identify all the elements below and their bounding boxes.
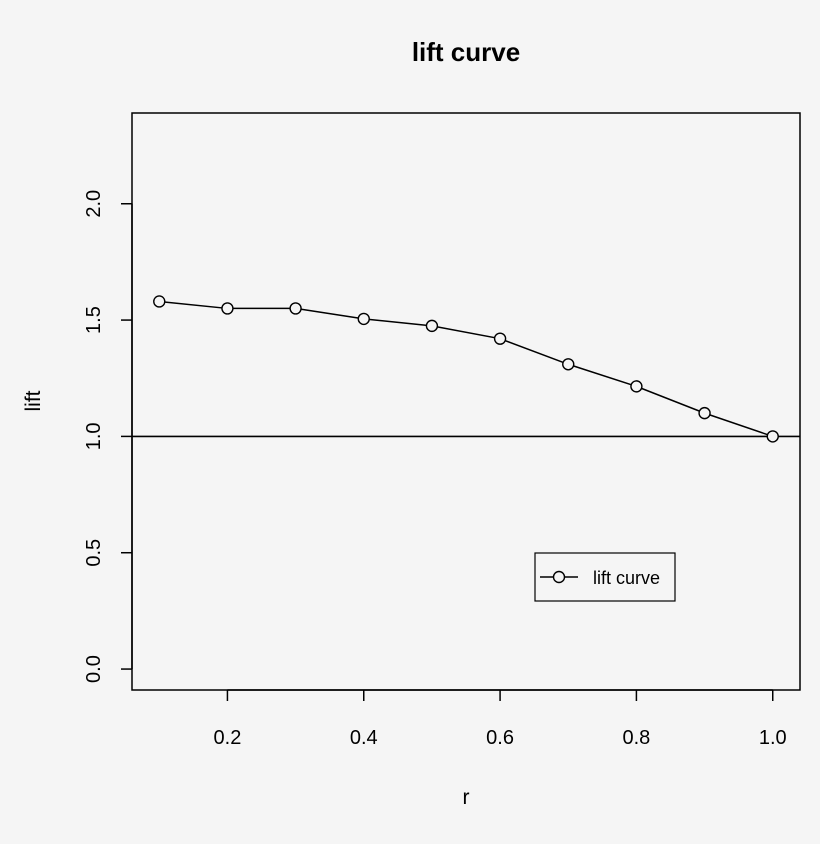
plot-frame	[131, 112, 801, 691]
chart-title: lift curve	[412, 37, 520, 67]
y-tick-label: 2.0	[83, 190, 105, 218]
legend-entry-label: lift curve	[593, 568, 660, 588]
x-tick-label: 1.0	[759, 727, 787, 749]
data-point	[766, 430, 779, 443]
x-axis-label: r	[463, 786, 470, 809]
series-points	[153, 295, 779, 443]
data-point	[562, 358, 575, 371]
data-point	[425, 319, 439, 333]
y-axis-label: lift	[22, 390, 45, 411]
y-axis: 0.0 0.5 1.0 1.5 2.0	[83, 190, 133, 683]
data-point	[221, 302, 234, 315]
x-tick-label: 0.4	[350, 727, 378, 749]
y-tick-label: 1.0	[83, 422, 105, 450]
data-point	[153, 295, 166, 308]
legend-marker	[552, 570, 566, 584]
data-point	[630, 380, 643, 393]
data-point	[493, 332, 507, 345]
data-point	[357, 312, 370, 326]
data-point	[698, 406, 711, 420]
x-tick-label: 0.8	[623, 727, 651, 749]
legend: lift curve	[534, 552, 676, 602]
y-tick-label: 0.5	[83, 539, 105, 567]
series-line-lift-curve	[159, 300, 773, 438]
x-tick-label: 0.6	[486, 727, 514, 749]
legend-box	[534, 552, 676, 602]
x-axis: 0.2 0.4 0.6 0.8 1.0	[214, 689, 787, 749]
y-tick-label: 0.0	[83, 655, 105, 683]
x-tick-label: 0.2	[214, 727, 242, 749]
y-tick-label: 1.5	[83, 306, 105, 334]
data-point	[289, 302, 302, 315]
